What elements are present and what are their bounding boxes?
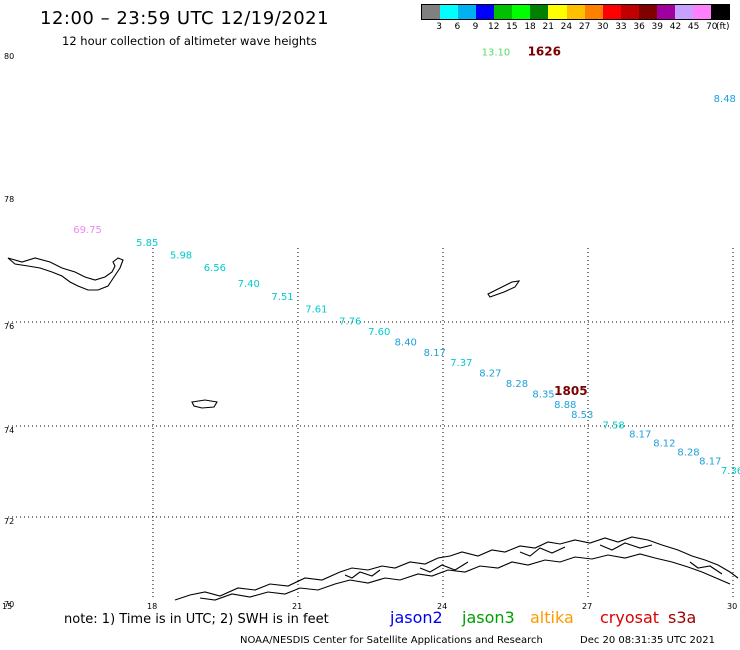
longitude-label: 30: [727, 602, 737, 611]
norway-coast-inner: [199, 553, 731, 601]
longitude-label: 18: [147, 602, 157, 611]
legend-tick-label: 33: [615, 22, 627, 32]
timestamp-text: Dec 20 08:31:35 UTC 2021: [580, 635, 715, 646]
legend-tick-labels: 3 6 9 12 15 18 21 24 27 30 33 36 39 42 45 70: [421, 22, 730, 34]
svalbard-coast: [7, 257, 124, 291]
wave-height-label: 8.48: [714, 94, 736, 105]
wave-height-label: 8.12: [653, 438, 675, 449]
legend-swatch: [584, 5, 603, 19]
wave-height-label: 8.17: [699, 457, 721, 468]
legend-tick-label: 21: [542, 22, 554, 32]
wave-height-label: 8.17: [424, 348, 446, 359]
longitude-label: 15: [2, 602, 12, 611]
legend-swatch: [440, 5, 459, 19]
legend-swatch: [602, 5, 621, 19]
legend-swatch: [494, 5, 513, 19]
norway-coast: [174, 536, 739, 601]
legend-swatch: [711, 5, 730, 19]
wave-height-label: 8.88: [554, 400, 576, 411]
longitude-label: 24: [437, 602, 447, 611]
latitude-label: 78: [4, 195, 14, 204]
legend-tick-label: 6: [454, 22, 461, 32]
wave-height-label: 7.58: [603, 420, 625, 431]
wave-height-label: 7.60: [368, 327, 390, 338]
island-coast: [487, 280, 521, 298]
legend-tick-label: 36: [633, 22, 645, 32]
wave-height-label: 8.40: [395, 337, 417, 348]
wave-height-label: 7.37: [450, 358, 472, 369]
legend-tick-label: 24: [560, 22, 573, 32]
wave-height-label: 5.85: [136, 238, 158, 249]
legend-swatch: [548, 5, 567, 19]
wave-height-label: 69.75: [73, 225, 102, 236]
pass-time-label: 1626: [528, 45, 561, 59]
legend-swatch: [674, 5, 693, 19]
latitude-label: 72: [4, 517, 14, 526]
map-title: 12:00 – 23:59 UTC 12/19/2021: [40, 8, 330, 29]
coast-fjords: [344, 542, 723, 579]
longitude-label: 27: [582, 602, 592, 611]
bear-island-coast: [191, 399, 218, 409]
wave-height-label: 7.36: [721, 466, 740, 477]
color-scale-legend: [421, 4, 730, 20]
satellite-name: altika: [530, 608, 574, 627]
legend-tick-label: 42: [669, 22, 682, 32]
legend-tick-label: 39: [651, 22, 664, 32]
coastlines: [7, 257, 739, 601]
latitude-label: 80: [4, 52, 14, 61]
legend-tick-label: 30: [597, 22, 609, 32]
legend-tick-label: 45: [687, 22, 700, 32]
longitude-label: 21: [292, 602, 302, 611]
legend-swatch: [620, 5, 639, 19]
legend-tick-label: 70: [706, 22, 718, 32]
wave-height-label: 5.98: [170, 251, 192, 262]
graticule-grid: [8, 248, 735, 600]
legend-tick-label: 9: [472, 22, 479, 32]
legend-tick-label: 27: [578, 22, 591, 32]
legend-swatch: [566, 5, 585, 19]
wave-height-label: 7.76: [339, 317, 361, 328]
satellite-name: cryosat: [600, 608, 660, 627]
legend-swatch: [530, 5, 549, 19]
wave-height-label: 8.27: [479, 369, 501, 380]
wave-height-label: 8.17: [629, 429, 651, 440]
wave-height-observations: 13.10 8.48 69.75 5.85 5.98 6.56 7.40 7.51 7.61 7.…: [73, 48, 740, 477]
pass-time-labels: 162616251805: [528, 45, 588, 398]
wave-height-label: 7.61: [305, 304, 327, 315]
latitude-label: 74: [4, 426, 14, 435]
wave-height-label: 6.56: [204, 263, 226, 274]
credit-text: NOAA/NESDIS Center for Satellite Applica…: [240, 635, 543, 646]
legend-swatch: [458, 5, 477, 19]
wave-height-label: 7.51: [271, 292, 293, 303]
latitude-label: 70: [4, 600, 14, 609]
legend-swatch: [476, 5, 495, 19]
legend-tick-label: 18: [524, 22, 536, 32]
legend-swatch: [512, 5, 531, 19]
legend-unit: (ft): [716, 22, 730, 32]
legend-tick-label: 15: [506, 22, 518, 32]
legend-tick-label: 3: [436, 22, 443, 32]
wave-height-label: 8.28: [677, 448, 699, 459]
legend-swatch: [656, 5, 675, 19]
legend-tick-label: 12: [487, 22, 500, 32]
legend-swatch: [692, 5, 711, 19]
wave-height-label: 8.28: [506, 379, 528, 390]
note-text: note: 1) Time is in UTC; 2) SWH is in fe…: [64, 612, 329, 627]
satellite-name: jason2: [390, 608, 443, 627]
wave-height-label: 8.53: [571, 410, 593, 421]
map-subtitle: 12 hour collection of altimeter wave hei…: [62, 34, 317, 48]
legend-swatch: [422, 5, 441, 19]
wave-height-label: 7.40: [238, 279, 260, 290]
latitude-label: 76: [4, 322, 14, 331]
legend-swatch: [638, 5, 657, 19]
satellite-name: jason3: [462, 608, 515, 627]
pass-time-label: 1805: [554, 384, 587, 398]
satellite-name: s3a: [668, 608, 697, 627]
wave-height-label: 13.10: [482, 48, 511, 59]
wave-height-label: 8.35: [532, 389, 554, 400]
